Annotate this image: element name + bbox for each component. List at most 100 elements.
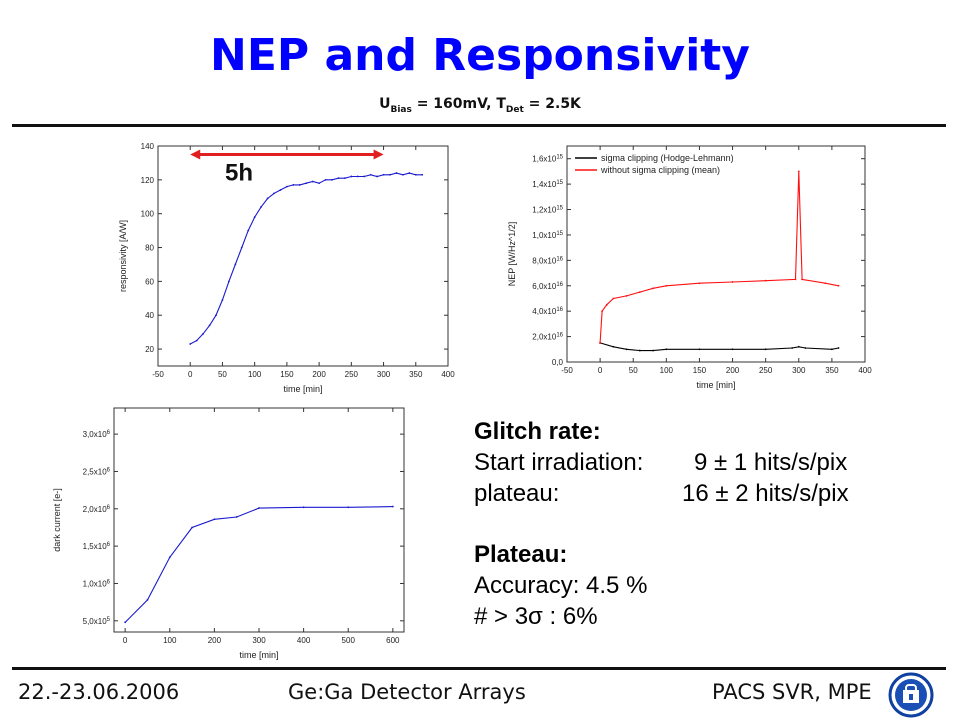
data-point bbox=[318, 182, 321, 185]
bottom-divider bbox=[12, 667, 946, 670]
data-point bbox=[302, 506, 305, 509]
x-tick-label: 350 bbox=[825, 366, 839, 375]
dark-current-chart-svg: 0 100 200 300 400 500 600 5,0x105 1,0x106 1,5x106… bbox=[52, 407, 405, 660]
data-point bbox=[824, 282, 827, 285]
footer-right: PACS SVR, MPE bbox=[712, 680, 872, 704]
data-point bbox=[227, 280, 230, 283]
data-point bbox=[279, 189, 282, 191]
y-tick-label: 1,0x106 bbox=[83, 579, 111, 588]
data-point bbox=[599, 342, 602, 344]
x-tick-label: 150 bbox=[280, 370, 294, 379]
series-line-0 bbox=[599, 342, 839, 352]
data-point bbox=[382, 173, 385, 176]
glitch-start-value: 9 ± 1 hits/s/pix bbox=[694, 449, 848, 476]
data-point bbox=[612, 297, 615, 300]
data-point bbox=[665, 348, 668, 351]
y-tick-label: 1,4x1015 bbox=[532, 180, 563, 189]
data-point bbox=[612, 345, 615, 348]
y-tick-label: 80 bbox=[145, 244, 154, 253]
legend-label-0: sigma clipping (Hodge-Lehmann) bbox=[601, 153, 734, 163]
data-point bbox=[791, 347, 794, 349]
x-tick-label: 0 bbox=[188, 370, 193, 379]
x-tick-label: 50 bbox=[218, 370, 227, 379]
plot-frame bbox=[566, 145, 866, 363]
x-tick-label: 400 bbox=[858, 366, 872, 375]
x-tick-label: 600 bbox=[386, 636, 400, 645]
data-point bbox=[638, 349, 641, 352]
x-tick-label: 250 bbox=[345, 370, 359, 379]
x-tick-label: 400 bbox=[441, 370, 455, 379]
y-tick-label: 140 bbox=[141, 142, 155, 151]
data-point bbox=[401, 173, 404, 176]
data-point bbox=[292, 184, 295, 186]
duration-label: 5h bbox=[225, 159, 253, 186]
duration-arrow-head-right bbox=[373, 149, 384, 160]
y-tick-label: 60 bbox=[145, 277, 154, 286]
x-axis-label: time [min] bbox=[239, 650, 278, 660]
slide-title: NEP and Responsivity bbox=[210, 30, 750, 81]
data-point bbox=[324, 178, 327, 181]
data-point bbox=[794, 278, 797, 281]
data-point bbox=[273, 192, 275, 195]
data-point bbox=[804, 347, 807, 349]
data-point bbox=[698, 348, 701, 351]
data-point bbox=[625, 348, 628, 351]
mpe-logo-icon bbox=[888, 672, 934, 718]
glitch-plateau-label: plateau: bbox=[474, 480, 560, 507]
x-tick-label: 100 bbox=[248, 370, 262, 379]
y-tick-label: 40 bbox=[145, 311, 154, 320]
series-line-0 bbox=[124, 506, 393, 623]
data-point bbox=[395, 172, 398, 174]
x-tick-label: -50 bbox=[561, 366, 573, 375]
data-point bbox=[408, 172, 411, 174]
y-tick-label: 1,5x106 bbox=[83, 542, 111, 551]
data-point bbox=[605, 303, 608, 306]
responsivity-chart-svg: -50 0 50 100 150 200 250 300 350 400 20 40 60 80 100 12… bbox=[118, 142, 455, 394]
data-point bbox=[247, 229, 250, 232]
data-point bbox=[146, 598, 149, 601]
data-point bbox=[343, 177, 346, 180]
y-tick-label: 4,0x1016 bbox=[532, 307, 563, 316]
data-point bbox=[414, 173, 417, 176]
data-point bbox=[260, 206, 263, 208]
x-tick-label: 300 bbox=[252, 636, 266, 645]
data-point bbox=[253, 216, 256, 218]
glitch-plateau-value: 16 ± 2 hits/s/pix bbox=[682, 480, 849, 507]
x-tick-label: 300 bbox=[377, 370, 391, 379]
x-tick-label: 100 bbox=[660, 366, 674, 375]
plateau-accuracy: Accuracy: 4.5 % bbox=[474, 572, 648, 599]
data-point bbox=[266, 197, 269, 200]
y-tick-label: 2,0x106 bbox=[83, 505, 111, 514]
top-divider bbox=[12, 124, 946, 127]
data-point bbox=[376, 175, 379, 178]
data-point bbox=[305, 182, 308, 185]
data-point bbox=[124, 621, 127, 624]
data-point bbox=[797, 345, 800, 348]
plot-frame bbox=[113, 407, 405, 633]
subtitle-t-sub: Det bbox=[505, 104, 524, 115]
y-axis-label: dark current [e-] bbox=[52, 488, 62, 552]
data-point bbox=[240, 246, 243, 249]
data-point bbox=[195, 339, 198, 342]
y-tick-label: 5,0x105 bbox=[83, 617, 111, 626]
x-tick-label: -50 bbox=[152, 370, 164, 379]
data-point bbox=[731, 281, 734, 283]
plateau-heading: Plateau: bbox=[474, 541, 568, 568]
data-point bbox=[764, 279, 767, 282]
data-point bbox=[652, 349, 654, 352]
data-point bbox=[235, 516, 238, 518]
duration-arrow-head-left bbox=[190, 149, 201, 160]
x-tick-label: 250 bbox=[759, 366, 773, 375]
footer-center: Ge:Ga Detector Arrays bbox=[288, 680, 526, 704]
y-tick-label: 0,0 bbox=[552, 358, 564, 367]
x-tick-label: 100 bbox=[163, 636, 177, 645]
legend-label-1: without sigma clipping (mean) bbox=[600, 165, 720, 175]
y-tick-label: 120 bbox=[141, 176, 155, 185]
x-tick-label: 0 bbox=[598, 366, 603, 375]
data-point bbox=[764, 348, 767, 351]
data-point bbox=[350, 175, 353, 178]
data-point bbox=[363, 175, 366, 178]
data-point bbox=[208, 324, 211, 327]
subtitle-t-val: = 2.5K bbox=[523, 96, 581, 112]
data-point bbox=[285, 185, 288, 188]
